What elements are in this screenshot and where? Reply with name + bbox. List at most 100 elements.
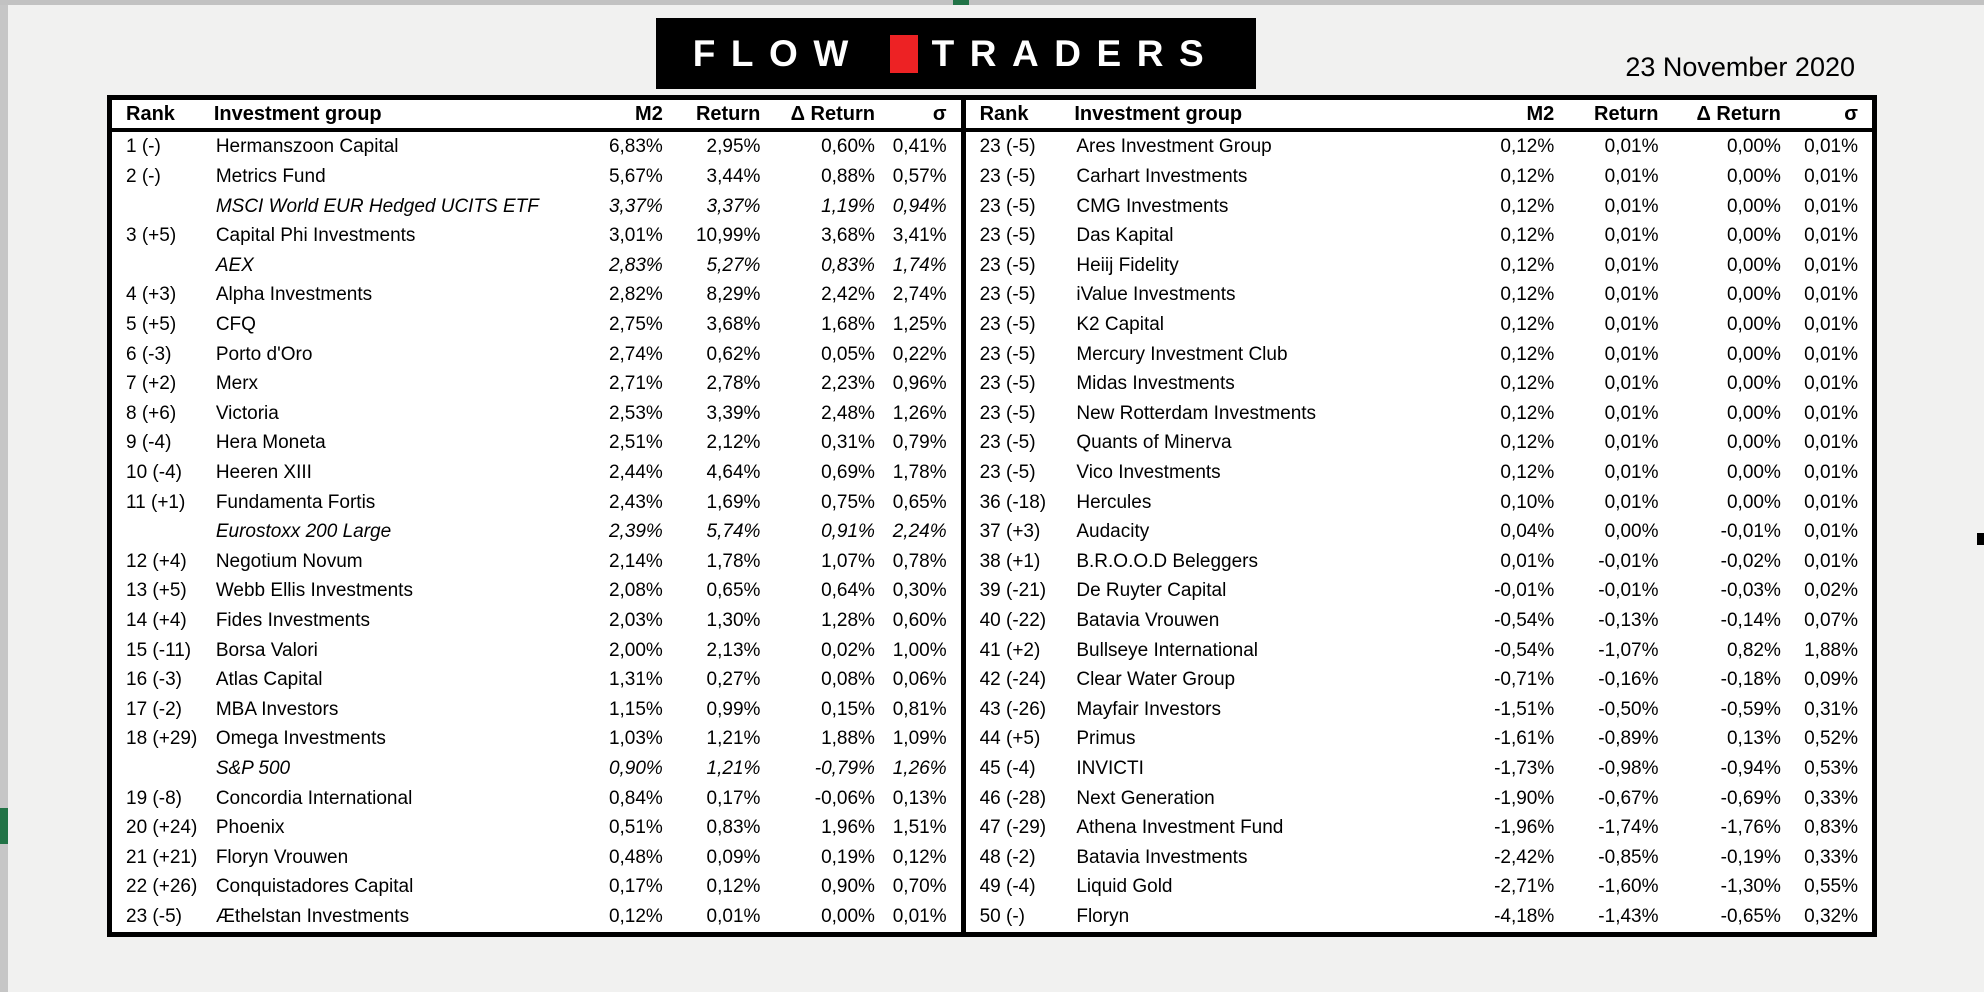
m2-cell: -4,18% [1494,906,1555,928]
name-cell: Heiij Fidelity [1076,254,1179,276]
return-cell: 1,21% [706,728,761,750]
return-cell: 0,01% [1604,195,1659,217]
sigma-cell: 1,88% [1804,639,1858,661]
benchmark-row: AEX 2,83% 5,27% 0,83% 1,74% [112,251,961,281]
rank-cell: 50 (-) [979,906,1025,928]
rank-cell: 13 (+5) [126,580,187,602]
sigma-cell: 0,06% [892,669,947,691]
delta-return-cell: 0,00% [1726,373,1781,395]
m2-cell: 5,67% [608,166,663,188]
return-cell: 8,29% [706,284,761,306]
delta-return-cell: 1,96% [821,817,875,839]
m2-cell: 0,10% [1500,491,1555,513]
sigma-cell: 0,01% [1804,136,1858,158]
table-row: 21 (+21) Floryn Vrouwen 0,48% 0,09% 0,19% 0,1… [112,843,961,873]
m2-cell: -1,73% [1494,757,1555,779]
return-cell: -0,89% [1598,728,1659,750]
delta-return-cell: 0,08% [821,669,875,691]
delta-return-cell: 1,19% [821,195,875,217]
rank-cell: 38 (+1) [979,550,1041,572]
table-row: 12 (+4) Negotium Novum 2,14% 1,78% 1,07% 0,78… [112,547,961,577]
rank-cell: 37 (+3) [979,521,1041,543]
return-cell: 0,01% [1604,314,1659,336]
delta-return-cell: 0,00% [1726,254,1781,276]
header-m2: M2 [1450,100,1560,132]
sigma-cell: 0,53% [1804,757,1858,779]
rank-cell: 49 (-4) [979,876,1036,898]
header-rank: Rank [965,100,1075,132]
name-cell: Capital Phi Investments [215,225,416,247]
m2-cell: -2,71% [1494,876,1555,898]
name-cell: MBA Investors [215,698,339,720]
name-cell: Floryn Vrouwen [215,846,349,868]
name-cell: Æthelstan Investments [215,906,410,928]
table-row: 16 (-3) Atlas Capital 1,31% 0,27% 0,08% 0,06% [112,665,961,695]
delta-return-cell: 0,00% [1726,491,1781,513]
table-row: 3 (+5) Capital Phi Investments 3,01% 10,99%… [112,221,961,251]
name-cell: Webb Ellis Investments [215,580,413,602]
sigma-cell: 0,79% [892,432,947,454]
m2-cell: 2,03% [608,609,663,631]
rank-cell: 2 (-) [126,166,161,188]
rank-cell: 40 (-22) [979,609,1047,631]
name-cell: De Ruyter Capital [1076,580,1227,602]
table-row: 10 (-4) Heeren XIII 2,44% 4,64% 0,69% 1,78% [112,458,961,488]
m2-cell: 0,12% [1500,314,1555,336]
return-cell: 0,62% [706,343,761,365]
delta-return-cell: -0,01% [1720,521,1781,543]
rank-cell: 47 (-29) [979,817,1047,839]
name-cell: Omega Investments [215,728,386,750]
sigma-cell: 0,01% [1804,284,1858,306]
sigma-cell: 0,41% [892,136,947,158]
sigma-cell: 0,31% [1804,698,1858,720]
ranking-table-left-container: Rank Investment group M2 Return Δ Return… [112,100,966,932]
sigma-cell: 0,01% [1804,373,1858,395]
m2-cell: 2,53% [608,402,663,424]
name-cell: Merx [215,373,259,395]
delta-return-cell: 0,00% [1726,462,1781,484]
table-row: 4 (+3) Alpha Investments 2,82% 8,29% 2,42% 2,… [112,281,961,311]
name-cell: Ares Investment Group [1076,136,1272,158]
name-cell: Hermanszoon Capital [215,136,399,158]
table-row: 11 (+1) Fundamenta Fortis 2,43% 1,69% 0,75% 0… [112,488,961,518]
logo-word-flow: FLOW [692,33,864,74]
sigma-cell: 0,01% [1804,166,1858,188]
m2-cell: -1,96% [1494,817,1555,839]
sigma-cell: 0,30% [892,580,947,602]
rank-cell: 18 (+29) [126,728,198,750]
rank-cell: 48 (-2) [979,846,1036,868]
header-investment-group: Investment group [1074,100,1451,132]
rank-cell: 43 (-26) [979,698,1047,720]
benchmark-row: Eurostoxx 200 Large 2,39% 5,74% 0,91% 2,24% [112,517,961,547]
rank-cell: 7 (+2) [126,373,177,395]
rank-cell: 8 (+6) [126,402,177,424]
sigma-cell: 0,55% [1804,876,1858,898]
delta-return-cell: 0,90% [821,876,875,898]
table-row: 6 (-3) Porto d'Oro 2,74% 0,62% 0,05% 0,22% [112,340,961,370]
return-cell: 1,21% [706,757,761,779]
delta-return-cell: 0,64% [821,580,875,602]
return-cell: -0,13% [1598,609,1659,631]
delta-return-cell: 0,91% [821,521,875,543]
return-cell: 0,09% [706,846,761,868]
m2-cell: -0,01% [1494,580,1555,602]
delta-return-cell: 0,83% [821,254,875,276]
sigma-cell: 0,33% [1804,846,1858,868]
rank-cell: 6 (-3) [126,343,172,365]
delta-return-cell: 0,75% [821,491,875,513]
rank-cell: 23 (-5) [979,314,1036,336]
m2-cell: 2,83% [608,254,663,276]
return-cell: 0,01% [1604,373,1659,395]
m2-cell: 2,43% [608,491,663,513]
return-cell: 0,01% [1604,284,1659,306]
name-cell: Das Kapital [1076,225,1174,247]
return-cell: 2,12% [706,432,761,454]
return-cell: 1,69% [706,491,761,513]
name-cell: Conquistadores Capital [215,876,414,898]
name-cell: Hera Moneta [215,432,326,454]
table-row: 5 (+5) CFQ 2,75% 3,68% 1,68% 1,25% [112,310,961,340]
return-cell: 3,39% [706,402,761,424]
name-cell: Next Generation [1076,787,1215,809]
name-cell: Audacity [1076,521,1150,543]
sigma-cell: 1,74% [892,254,947,276]
